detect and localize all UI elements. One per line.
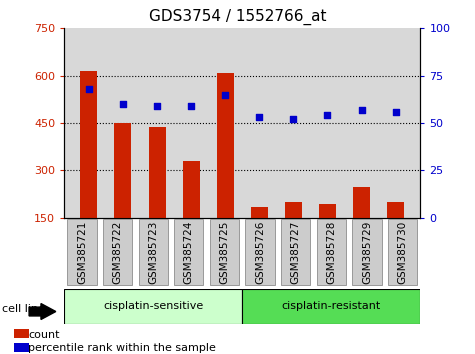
Text: cell line: cell line — [2, 304, 46, 314]
FancyBboxPatch shape — [174, 219, 203, 285]
Bar — [14, 343, 28, 352]
FancyBboxPatch shape — [103, 219, 132, 285]
Bar — [182, 161, 200, 218]
Bar — [114, 123, 132, 218]
Point — [323, 113, 331, 118]
Point — [119, 101, 127, 107]
Point — [153, 103, 161, 109]
Bar — [80, 71, 97, 218]
FancyBboxPatch shape — [242, 289, 420, 324]
FancyArrow shape — [29, 304, 56, 319]
FancyBboxPatch shape — [210, 219, 239, 285]
Bar — [149, 127, 166, 218]
Text: GSM385725: GSM385725 — [219, 221, 229, 284]
Text: GSM385727: GSM385727 — [291, 221, 301, 284]
FancyBboxPatch shape — [352, 219, 381, 285]
Text: GSM385729: GSM385729 — [362, 221, 372, 284]
FancyBboxPatch shape — [246, 219, 275, 285]
Point — [256, 114, 263, 120]
FancyBboxPatch shape — [388, 219, 417, 285]
Point — [187, 103, 195, 109]
Text: GSM385728: GSM385728 — [326, 221, 336, 284]
Text: percentile rank within the sample: percentile rank within the sample — [28, 343, 217, 353]
Text: GSM385726: GSM385726 — [255, 221, 265, 284]
Point — [392, 109, 399, 114]
FancyBboxPatch shape — [139, 219, 168, 285]
Text: GSM385724: GSM385724 — [184, 221, 194, 284]
Text: GSM385721: GSM385721 — [77, 221, 87, 284]
Bar — [387, 202, 404, 218]
Bar — [14, 329, 28, 338]
Text: GDS3754 / 1552766_at: GDS3754 / 1552766_at — [149, 9, 326, 25]
Bar — [251, 207, 268, 218]
Point — [358, 107, 365, 113]
FancyBboxPatch shape — [67, 219, 96, 285]
Text: cisplatin-resistant: cisplatin-resistant — [282, 301, 381, 311]
FancyBboxPatch shape — [64, 289, 242, 324]
FancyBboxPatch shape — [281, 219, 310, 285]
Text: cisplatin-sensitive: cisplatin-sensitive — [103, 301, 203, 311]
Text: GSM385722: GSM385722 — [113, 221, 123, 284]
Point — [221, 92, 229, 97]
Bar — [285, 202, 302, 218]
FancyBboxPatch shape — [317, 219, 346, 285]
Point — [290, 116, 297, 122]
Bar — [217, 73, 234, 218]
Text: GSM385723: GSM385723 — [148, 221, 158, 284]
Text: GSM385730: GSM385730 — [398, 221, 408, 284]
Text: count: count — [28, 330, 60, 339]
Point — [85, 86, 93, 92]
Bar — [353, 187, 370, 218]
Bar — [319, 204, 336, 218]
